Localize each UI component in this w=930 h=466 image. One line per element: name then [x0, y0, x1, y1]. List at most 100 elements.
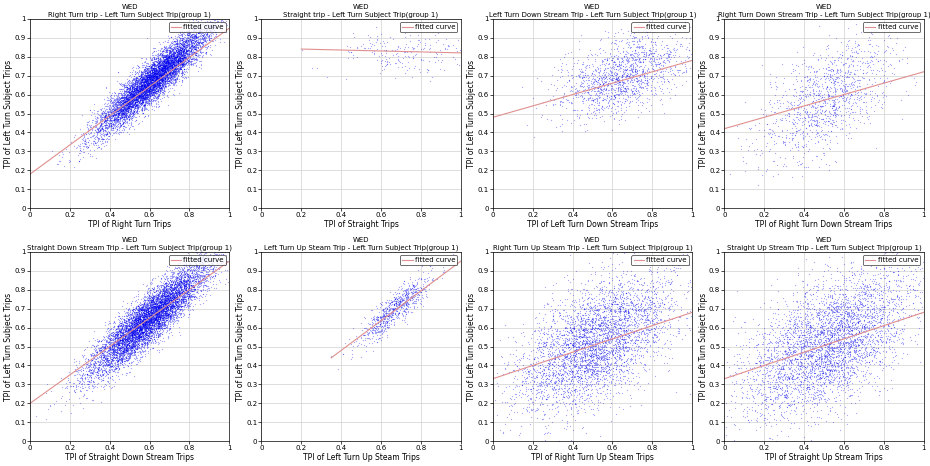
Point [162, 54, 177, 61]
Point [818, 54, 833, 62]
Point [787, 385, 802, 392]
Point [100, 326, 114, 333]
Point [821, 90, 836, 98]
Point [103, 345, 118, 353]
Point [163, 291, 178, 298]
Point [127, 85, 142, 92]
Point [639, 348, 654, 356]
Point [128, 80, 143, 88]
Point [126, 334, 141, 341]
Point [165, 73, 179, 80]
Point [847, 71, 862, 78]
Point [521, 367, 536, 375]
Point [157, 269, 172, 277]
Point [388, 290, 403, 298]
Point [597, 367, 612, 375]
Point [116, 103, 131, 110]
Point [113, 115, 127, 123]
Point [108, 343, 123, 350]
Point [619, 347, 634, 354]
Point [147, 334, 162, 341]
Point [793, 364, 808, 371]
Point [150, 300, 165, 307]
Point [130, 317, 145, 325]
Point [162, 58, 177, 65]
Point [563, 380, 578, 387]
Point [142, 67, 157, 75]
Point [870, 328, 884, 336]
Point [193, 277, 208, 284]
Point [142, 75, 157, 82]
Point [803, 83, 817, 90]
Point [129, 335, 144, 343]
Point [152, 67, 166, 74]
Point [636, 338, 651, 345]
Point [139, 322, 153, 330]
Point [187, 45, 202, 53]
Point [146, 52, 161, 59]
Point [156, 297, 171, 305]
Point [157, 292, 172, 299]
Point [95, 370, 110, 377]
Point [653, 275, 668, 283]
Point [817, 397, 832, 405]
Point [142, 83, 157, 90]
Point [129, 88, 144, 96]
Point [857, 342, 871, 349]
Point [126, 94, 140, 101]
Point [758, 414, 773, 421]
Point [527, 356, 542, 363]
Point [113, 99, 127, 107]
Point [611, 315, 626, 323]
Point [598, 336, 613, 343]
Point [117, 95, 132, 102]
Point [127, 327, 142, 335]
Point [801, 66, 816, 73]
Point [633, 42, 648, 50]
Point [554, 390, 569, 397]
Point [98, 344, 113, 352]
Point [828, 88, 843, 96]
Point [172, 301, 187, 308]
Point [144, 69, 159, 76]
Point [166, 48, 181, 55]
Point [136, 312, 151, 319]
Point [634, 65, 649, 73]
Point [585, 329, 600, 336]
Point [573, 309, 588, 316]
Point [128, 98, 143, 106]
Point [101, 368, 116, 376]
Point [174, 69, 189, 77]
Point [184, 265, 199, 273]
Point [188, 256, 203, 263]
Point [117, 357, 132, 364]
Point [170, 55, 185, 63]
Point [845, 308, 860, 315]
Point [612, 61, 627, 69]
Point [396, 54, 411, 61]
Point [157, 283, 172, 291]
Point [142, 73, 157, 81]
Point [140, 73, 155, 80]
Point [565, 382, 580, 389]
Point [769, 393, 784, 400]
Point [581, 365, 596, 372]
Point [151, 312, 166, 319]
Point [593, 331, 608, 339]
Point [131, 336, 146, 343]
Point [173, 49, 188, 57]
Point [840, 348, 855, 356]
Point [608, 307, 623, 315]
Point [128, 78, 143, 86]
Point [776, 140, 790, 147]
Point [856, 266, 870, 274]
Point [160, 294, 175, 301]
Point [203, 22, 218, 29]
Point [399, 306, 414, 313]
Point [170, 48, 185, 55]
Point [561, 391, 576, 399]
Point [125, 103, 140, 110]
Point [812, 370, 827, 378]
Point [175, 60, 190, 67]
Point [165, 60, 179, 68]
